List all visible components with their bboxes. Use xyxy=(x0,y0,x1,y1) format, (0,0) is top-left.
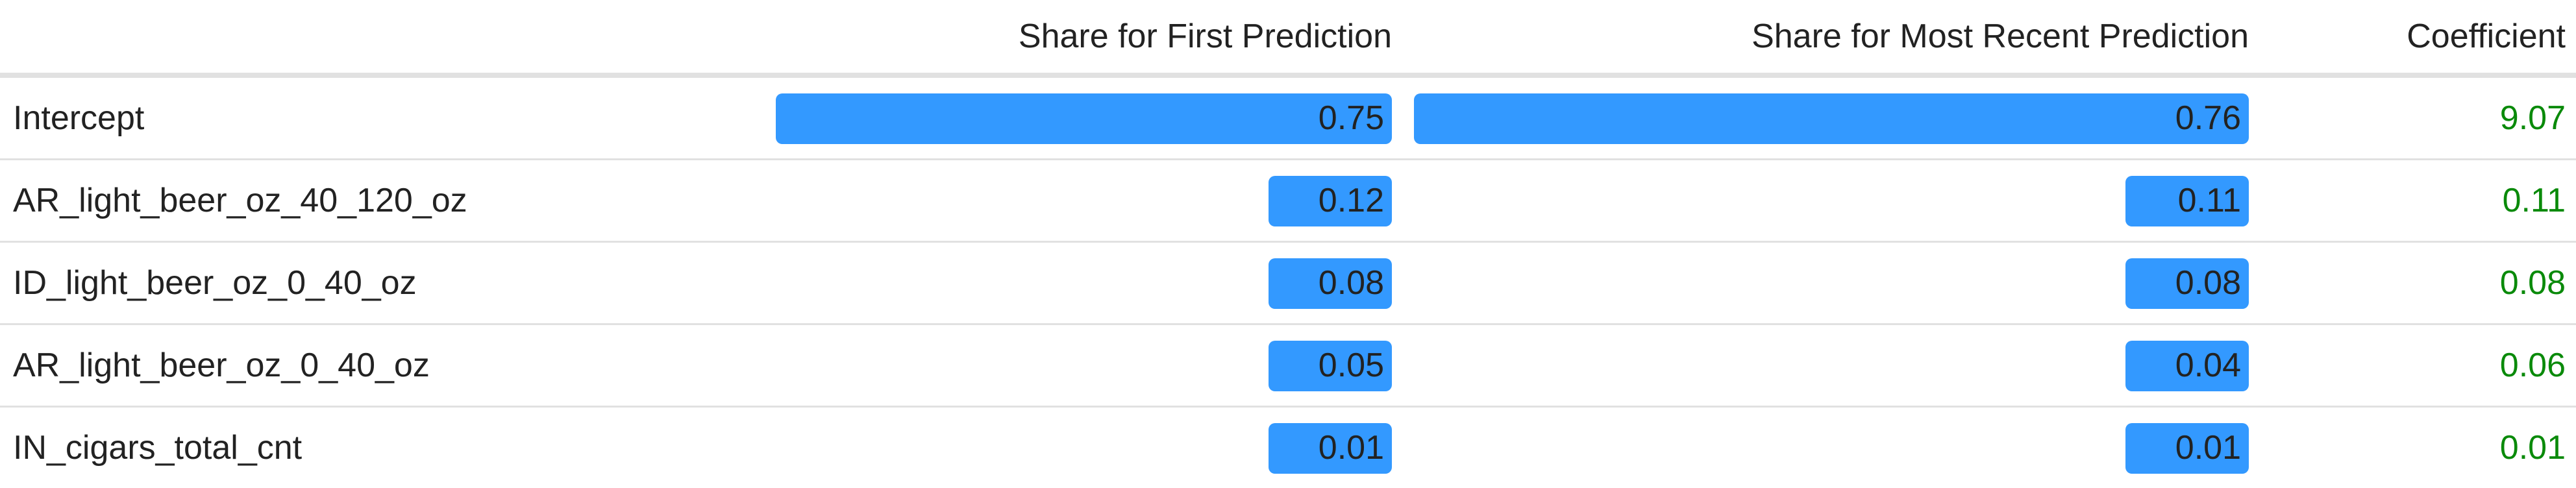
share-recent-cell: 0.04 xyxy=(1400,324,2257,407)
coefficient-value: 0.11 xyxy=(2257,160,2576,242)
share-recent-cell: 0.11 xyxy=(1400,160,2257,242)
coefficient-value: 0.08 xyxy=(2257,242,2576,324)
share-first-value-label: 0.12 xyxy=(1319,160,1384,241)
coefficient-value: 0.01 xyxy=(2257,407,2576,488)
share-recent-cell: 0.08 xyxy=(1400,242,2257,324)
share-first-bar-container: 0.08 xyxy=(760,243,1400,323)
share-recent-bar xyxy=(1414,93,2249,144)
header-name xyxy=(0,0,760,75)
coefficient-value: 0.06 xyxy=(2257,324,2576,407)
feature-name: ID_light_beer_oz_0_40_oz xyxy=(0,242,760,324)
coefficient-value: 9.07 xyxy=(2257,75,2576,160)
share-first-cell: 0.08 xyxy=(760,242,1400,324)
share-first-bar-container: 0.05 xyxy=(760,325,1400,406)
share-first-value-label: 0.01 xyxy=(1319,408,1384,488)
share-recent-bar-container: 0.01 xyxy=(1400,408,2257,488)
share-recent-cell: 0.01 xyxy=(1400,407,2257,488)
table-header-row: Share for First Prediction Share for Mos… xyxy=(0,0,2576,75)
feature-name: AR_light_beer_oz_40_120_oz xyxy=(0,160,760,242)
table-row: AR_light_beer_oz_40_120_oz 0.12 0.11 0.11 xyxy=(0,160,2576,242)
share-first-cell: 0.12 xyxy=(760,160,1400,242)
share-first-value-label: 0.75 xyxy=(1319,78,1384,158)
share-first-bar xyxy=(776,93,1392,144)
share-recent-value-label: 0.76 xyxy=(2175,78,2241,158)
share-first-cell: 0.01 xyxy=(760,407,1400,488)
share-recent-value-label: 0.08 xyxy=(2175,243,2241,323)
feature-name: AR_light_beer_oz_0_40_oz xyxy=(0,324,760,407)
share-first-cell: 0.75 xyxy=(760,75,1400,160)
share-first-value-label: 0.05 xyxy=(1319,325,1384,406)
feature-name: IN_cigars_total_cnt xyxy=(0,407,760,488)
share-recent-cell: 0.76 xyxy=(1400,75,2257,160)
header-share-first-prediction[interactable]: Share for First Prediction xyxy=(760,0,1400,75)
share-recent-bar-container: 0.08 xyxy=(1400,243,2257,323)
share-first-value-label: 0.08 xyxy=(1319,243,1384,323)
feature-name: Intercept xyxy=(0,75,760,160)
share-first-bar-container: 0.75 xyxy=(760,78,1400,158)
share-recent-value-label: 0.04 xyxy=(2175,325,2241,406)
share-recent-bar-container: 0.76 xyxy=(1400,78,2257,158)
share-recent-bar-container: 0.11 xyxy=(1400,160,2257,241)
share-recent-bar-container: 0.04 xyxy=(1400,325,2257,406)
share-first-bar-container: 0.12 xyxy=(760,160,1400,241)
share-first-cell: 0.05 xyxy=(760,324,1400,407)
share-first-bar-container: 0.01 xyxy=(760,408,1400,488)
header-coefficient[interactable]: Coefficient xyxy=(2257,0,2576,75)
share-recent-value-label: 0.11 xyxy=(2178,160,2241,241)
header-share-most-recent-prediction[interactable]: Share for Most Recent Prediction xyxy=(1400,0,2257,75)
share-recent-value-label: 0.01 xyxy=(2175,408,2241,488)
